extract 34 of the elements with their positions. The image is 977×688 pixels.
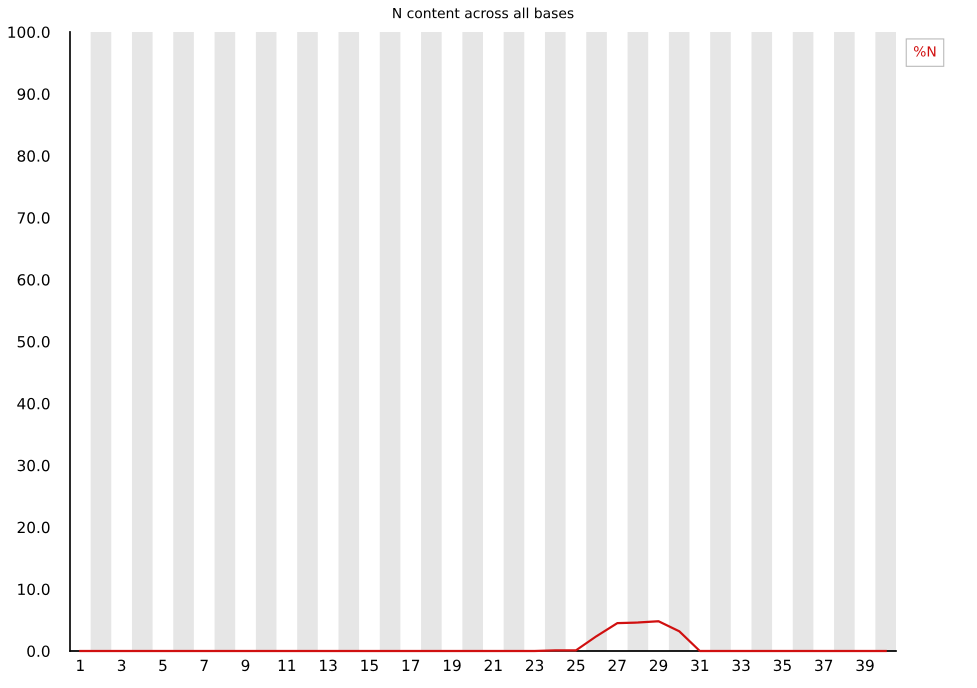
x-tick-label: 1 xyxy=(77,660,84,671)
x-tick-label: 23 xyxy=(526,660,544,672)
text: %N xyxy=(914,46,936,57)
x-tick-label: 9 xyxy=(242,660,250,672)
y-tick-label: 60.0 xyxy=(18,274,50,286)
y-tick-label: 80.0 xyxy=(18,150,50,162)
x-tick-label: 5 xyxy=(159,660,166,672)
x-tick-label: 19 xyxy=(444,660,461,672)
x-tick-label: 21 xyxy=(484,660,502,671)
x-tick-label: 33 xyxy=(732,660,750,672)
y-tick-label: 100.0 xyxy=(8,26,50,38)
y-tick-label: 0.0 xyxy=(27,645,50,658)
x-tick-label: 35 xyxy=(774,660,791,672)
y-tick-label: 20.0 xyxy=(18,522,50,534)
x-tick-label: 17 xyxy=(402,660,420,671)
x-tick-label: 11 xyxy=(278,660,296,671)
x-tick-label: 29 xyxy=(650,660,668,672)
x-tick-label: 13 xyxy=(320,660,337,672)
y-tick-label: 90.0 xyxy=(18,88,50,100)
y-tick-label: 50.0 xyxy=(18,336,50,348)
y-tick-label: 30.0 xyxy=(18,460,50,472)
x-tick-label: 27 xyxy=(608,660,626,671)
x-tick-label: 39 xyxy=(856,660,874,672)
x-tick-label: 7 xyxy=(200,660,208,671)
chart-title: N content across all bases xyxy=(393,8,574,18)
x-tick-label: 37 xyxy=(815,660,832,672)
line-series xyxy=(79,620,887,652)
y-tick-label: 40.0 xyxy=(17,398,50,410)
x-tick-label: 25 xyxy=(567,660,584,672)
y-tick-label: 10.0 xyxy=(18,584,50,596)
x-tick-label: 3 xyxy=(118,660,126,672)
x-tick-label: 31 xyxy=(691,660,708,672)
x-tick-label: 15 xyxy=(361,660,378,672)
y-tick-label: 70.0 xyxy=(18,212,50,224)
